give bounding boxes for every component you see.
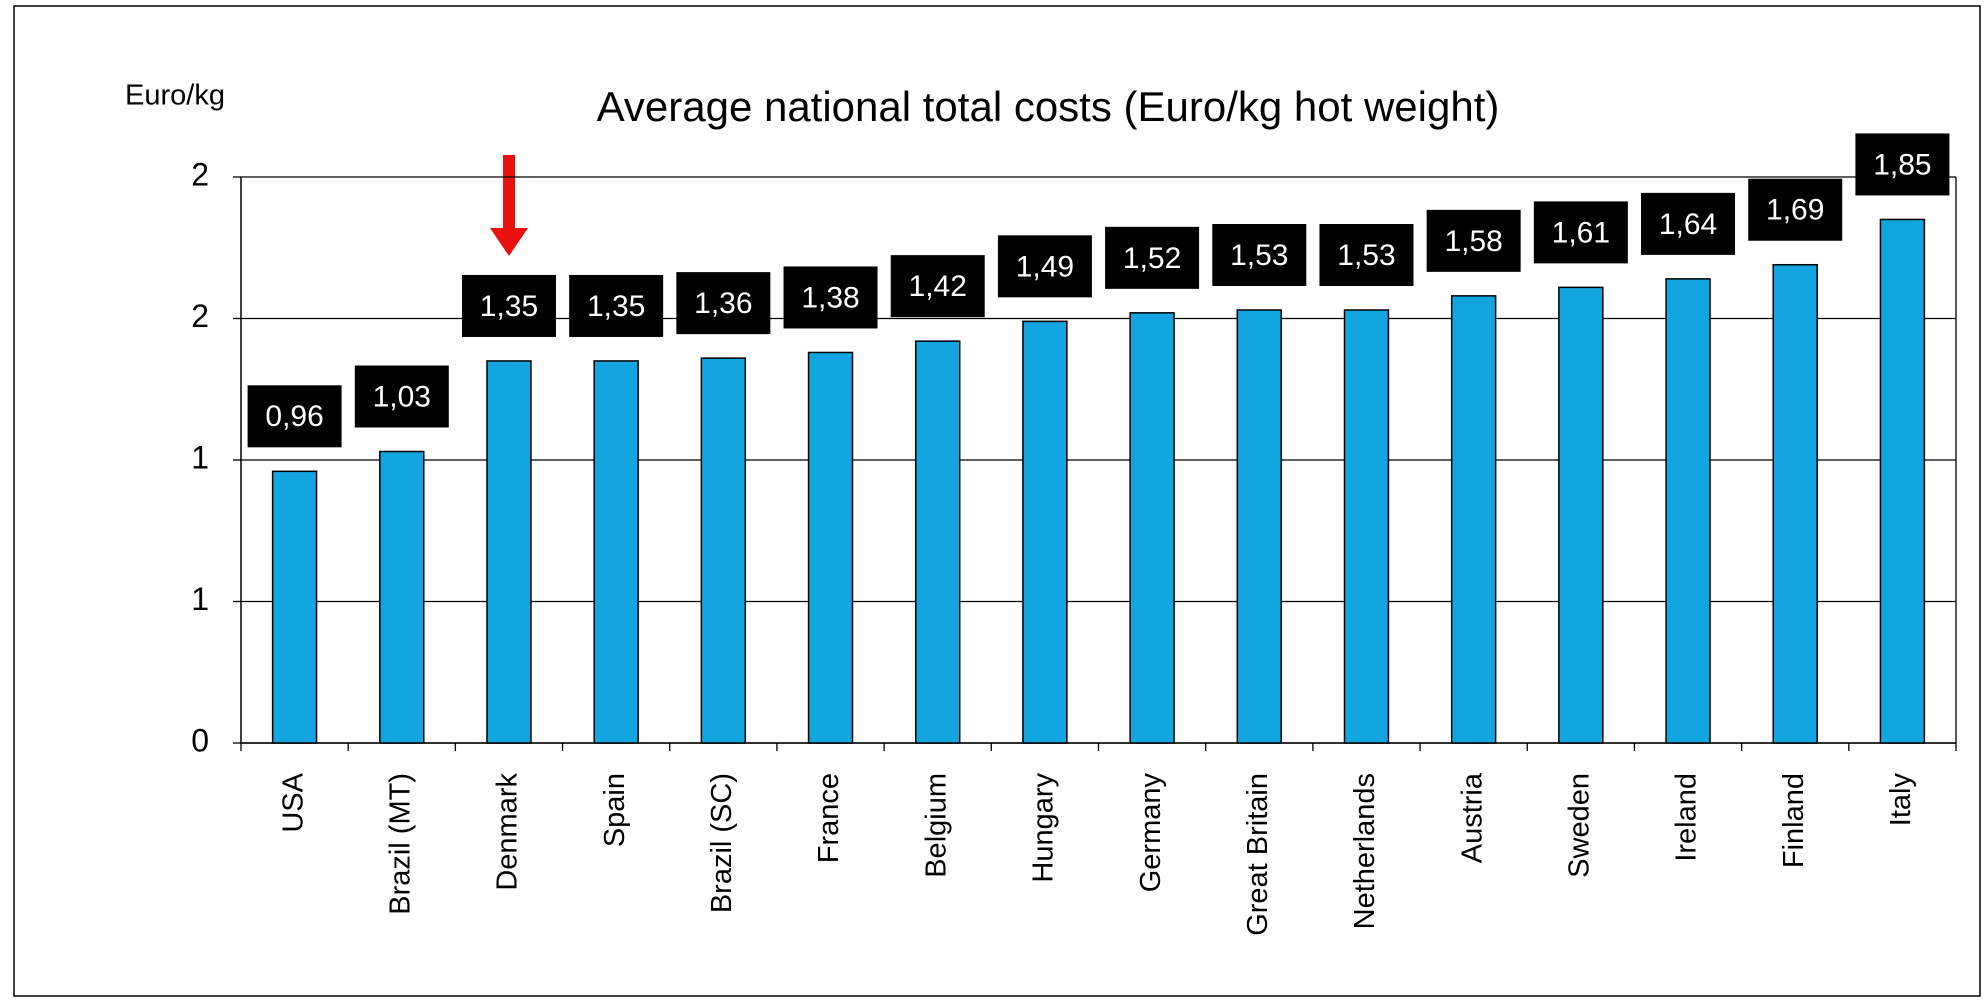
value-label-box — [997, 235, 1092, 298]
y-tick-label: 2 — [191, 298, 209, 334]
value-label: 1,36 — [694, 287, 752, 320]
bar — [1450, 295, 1497, 744]
value-label: 0,96 — [265, 400, 323, 433]
y-tick-label: 1 — [191, 581, 209, 617]
value-label: 1,35 — [480, 290, 538, 323]
x-tick-label: Hungary — [1028, 773, 1060, 883]
value-label: 1,38 — [801, 281, 859, 314]
x-tick-label: Denmark — [492, 773, 524, 891]
x-tick-label: Italy — [1885, 773, 1917, 827]
x-tick-label: Brazil (MT) — [384, 773, 416, 915]
annotation-arrow — [490, 155, 528, 256]
bar — [1558, 286, 1604, 744]
value-label: 1,49 — [1016, 250, 1074, 283]
value-label-box — [1426, 209, 1521, 272]
value-label-box — [354, 365, 449, 428]
bar — [700, 357, 747, 744]
value-label-box — [1641, 192, 1736, 255]
bar — [1343, 309, 1390, 744]
x-tick-label: USA — [277, 772, 309, 832]
x-tick-label: Germany — [1135, 773, 1167, 893]
value-label-box — [247, 385, 342, 448]
value-label-box — [1855, 133, 1950, 196]
y-tick-label: 0 — [191, 722, 209, 758]
bar — [1129, 312, 1175, 744]
value-label-box — [676, 272, 771, 335]
x-tick-label: Belgium — [920, 773, 952, 878]
x-tick-label: Spain — [599, 773, 631, 847]
bar — [593, 360, 639, 744]
value-label: 1,35 — [587, 290, 645, 323]
x-tick-label: Brazil (SC) — [706, 773, 738, 913]
bar — [1772, 263, 1818, 744]
x-tick-label: Ireland — [1671, 773, 1703, 862]
value-label: 1,64 — [1659, 208, 1717, 241]
value-label-box — [569, 274, 664, 337]
value-label-box — [783, 266, 878, 329]
value-label-box — [461, 274, 556, 337]
bar — [486, 360, 532, 744]
bar — [1236, 309, 1283, 744]
value-label-box — [1748, 178, 1843, 241]
x-tick-label: Sweden — [1564, 773, 1596, 878]
bar — [271, 470, 318, 744]
x-tick-label: Netherlands — [1349, 773, 1381, 929]
value-label-box — [1105, 226, 1200, 289]
value-label: 1,61 — [1552, 216, 1610, 249]
bar — [379, 450, 425, 744]
value-label: 1,52 — [1123, 242, 1181, 275]
bar — [807, 351, 854, 744]
x-tick-label: Austria — [1456, 772, 1488, 863]
bar — [1665, 278, 1711, 744]
bar — [914, 340, 961, 744]
value-label: 1,69 — [1766, 194, 1824, 227]
y-axis-label: Euro/kg — [125, 80, 225, 112]
value-label: 1,58 — [1444, 225, 1502, 258]
bar — [1879, 218, 1926, 744]
value-label-box — [1319, 224, 1414, 287]
x-tick-label: Great Britain — [1242, 773, 1274, 936]
chart-title: Average national total costs (Euro/kg ho… — [597, 83, 1500, 130]
value-label: 1,03 — [373, 380, 431, 413]
value-label-box — [1533, 201, 1628, 264]
frame — [13, 5, 1981, 997]
value-label: 1,85 — [1873, 148, 1931, 181]
y-tick-label: 2 — [191, 156, 209, 192]
value-label-box — [890, 255, 985, 318]
value-label-box — [1212, 224, 1307, 287]
value-label: 1,53 — [1230, 239, 1288, 272]
x-tick-label: France — [813, 773, 845, 863]
x-tick-label: Finland — [1778, 773, 1810, 868]
bar — [1022, 320, 1068, 744]
y-tick-label: 1 — [191, 439, 209, 475]
value-label: 1,53 — [1337, 239, 1395, 272]
value-label: 1,42 — [909, 270, 967, 303]
